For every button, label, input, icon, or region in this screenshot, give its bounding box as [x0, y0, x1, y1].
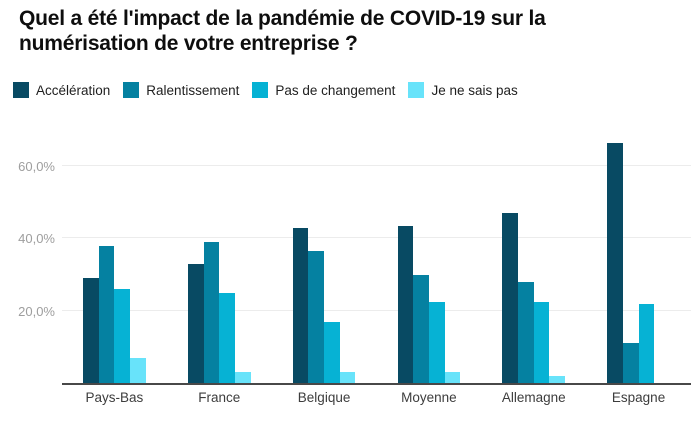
bar — [638, 303, 655, 383]
gridline — [62, 237, 691, 239]
bar — [83, 278, 99, 383]
bar — [292, 227, 309, 383]
legend-swatch-icon — [252, 82, 269, 98]
bar — [549, 375, 566, 383]
gridline — [62, 165, 691, 167]
bar — [187, 263, 204, 383]
bar-group-allemagne — [481, 130, 586, 383]
bar — [533, 301, 550, 383]
y-tick-label: 60,0% — [18, 159, 55, 175]
x-tick-label: Espagne — [611, 390, 666, 405]
x-tick-label: France — [198, 390, 241, 405]
legend-swatch-icon — [408, 82, 425, 98]
legend-label: Accélération — [36, 82, 111, 98]
bar-groups — [62, 130, 691, 383]
bar-group-espagne — [586, 130, 691, 383]
x-tick-label: Moyenne — [401, 390, 457, 405]
legend-swatch-icon — [123, 82, 140, 98]
legend-item: Pas de changement — [252, 82, 395, 98]
bar — [607, 142, 623, 383]
legend-item: Accélération — [13, 82, 110, 98]
y-tick-label: 40,0% — [18, 231, 55, 247]
legend: Accélération Ralentissement Pas de changem… — [13, 82, 518, 98]
x-tick-label: Allemagne — [501, 390, 566, 405]
bar — [622, 343, 639, 383]
bar — [413, 274, 429, 383]
bar — [428, 301, 445, 383]
bar — [308, 251, 325, 383]
x-tick-label: Belgique — [297, 390, 351, 405]
bar-group-pays-bas — [62, 130, 167, 383]
bar-group-moyenne — [376, 130, 481, 383]
bar — [502, 213, 519, 383]
y-tick-label: 20,0% — [18, 303, 55, 319]
bar — [98, 245, 115, 383]
bar-group-belgique — [272, 130, 377, 383]
gridline — [62, 309, 691, 311]
legend-label: Pas de changement — [275, 82, 396, 98]
bar — [444, 372, 461, 383]
legend-item: Ralentissement — [123, 82, 239, 98]
x-axis: Pays-Bas France Belgique Moyenne Allemagne Es… — [62, 390, 691, 405]
legend-label: Je ne sais pas — [431, 82, 518, 98]
bar — [219, 292, 235, 383]
bar — [518, 281, 534, 383]
bar — [130, 357, 146, 383]
bar — [324, 321, 340, 383]
bar-group-france — [167, 130, 272, 383]
bar — [114, 289, 131, 383]
bar — [397, 225, 414, 383]
bar — [203, 242, 220, 383]
bar — [234, 372, 251, 383]
legend-label: Ralentissement — [146, 82, 240, 98]
legend-item: Je ne sais pas — [408, 82, 518, 98]
plot-area — [62, 130, 691, 385]
x-tick-label: Pays-Bas — [85, 390, 144, 405]
chart-title: Quel a été l'impact de la pandémie de CO… — [19, 7, 546, 55]
bar — [339, 372, 356, 383]
legend-swatch-icon — [13, 82, 29, 98]
y-axis: 20,0% 40,0% 60,0% — [0, 130, 55, 383]
